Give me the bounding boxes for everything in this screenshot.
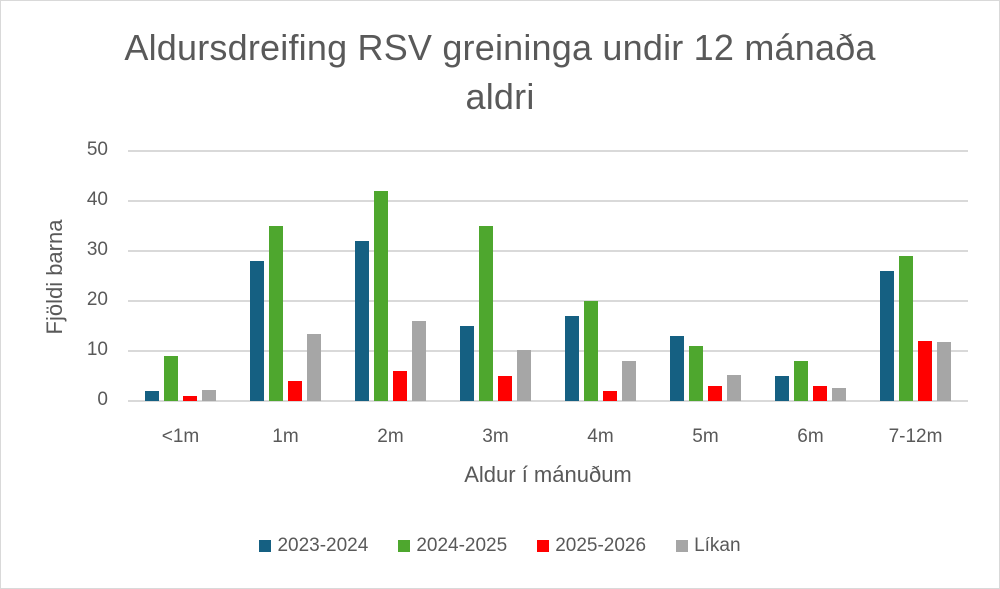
gridline — [128, 250, 968, 252]
gridline — [128, 300, 968, 302]
bar-2023-2024-6m — [775, 376, 789, 401]
gridline — [128, 350, 968, 352]
y-tick-label: 50 — [86, 139, 108, 160]
bar-2025-2026-2m — [393, 371, 407, 401]
bar-2023-2024-4m — [565, 316, 579, 401]
bar-l-kan-1m — [307, 334, 321, 401]
bar-2024-2025-1m — [164, 356, 178, 401]
x-tick-label: 2m — [377, 426, 404, 447]
chart-title-line-2: aldri — [465, 76, 535, 117]
x-tick-label: 7-12m — [888, 426, 943, 447]
legend-item: 2024-2025 — [398, 535, 507, 557]
bar-2024-2025-1m — [269, 226, 283, 401]
bar-l-kan-4m — [622, 361, 636, 401]
x-tick-label: 1m — [272, 426, 299, 447]
gridline — [128, 150, 968, 152]
x-tick-label: 5m — [692, 426, 719, 447]
legend-label: Líkan — [694, 535, 741, 556]
bar-2023-2024-2m — [355, 241, 369, 401]
bar-2023-2024-712m — [880, 271, 894, 401]
x-tick-label: 3m — [482, 426, 509, 447]
y-axis-label: Fjöldi barna — [42, 219, 67, 335]
bar-2025-2026-1m — [288, 381, 302, 401]
bar-l-kan-6m — [832, 388, 846, 401]
y-tick-label: 10 — [86, 339, 108, 360]
bar-l-kan-3m — [517, 350, 531, 401]
bar-l-kan-1m — [202, 390, 216, 401]
bar-2024-2025-5m — [689, 346, 703, 401]
bar-2024-2025-3m — [479, 226, 493, 401]
bar-2024-2025-4m — [584, 301, 598, 401]
x-tick-label: 6m — [797, 426, 824, 447]
legend-label: 2025-2026 — [555, 535, 647, 556]
bar-2023-2024-5m — [670, 336, 684, 401]
bar-2025-2026-3m — [498, 376, 512, 401]
legend-swatch-icon — [676, 540, 689, 552]
y-tick-label: 40 — [86, 189, 108, 210]
bar-2024-2025-712m — [899, 256, 913, 401]
bar-2023-2024-1m — [250, 261, 264, 401]
bar-2025-2026-6m — [813, 386, 827, 401]
bar-l-kan-2m — [412, 321, 426, 401]
y-tick-label: 20 — [86, 289, 108, 310]
legend: 2023-2024 2024-2025 2025-2026 Líkan — [0, 535, 1000, 557]
legend-swatch-icon — [398, 540, 411, 552]
bar-2023-2024-1m — [145, 391, 159, 401]
y-tick-label: 30 — [86, 239, 108, 260]
bar-l-kan-712m — [937, 341, 951, 401]
legend-swatch-icon — [537, 540, 550, 552]
bar-2024-2025-6m — [794, 361, 808, 401]
bar-l-kan-5m — [727, 374, 741, 401]
gridline — [128, 200, 968, 202]
legend-label: 2024-2025 — [416, 535, 508, 556]
x-tick-label: <1m — [161, 426, 200, 447]
chart-title-line-1: Aldursdreifing RSV greininga undir 12 má… — [124, 27, 876, 68]
bar-2023-2024-3m — [460, 326, 474, 401]
legend-label: 2023-2024 — [277, 535, 369, 556]
legend-swatch-icon — [259, 540, 272, 552]
y-tick-label: 0 — [97, 389, 108, 410]
bar-2025-2026-5m — [708, 386, 722, 401]
legend-item: Líkan — [676, 535, 741, 557]
legend-item: 2023-2024 — [259, 535, 368, 557]
x-axis-line — [128, 400, 968, 402]
x-axis-label: Aldur í mánuðum — [464, 462, 632, 487]
bar-2025-2026-4m — [603, 391, 617, 401]
legend-item: 2025-2026 — [537, 535, 646, 557]
bar-2025-2026-1m — [183, 396, 197, 401]
x-tick-label: 4m — [587, 426, 614, 447]
bar-2025-2026-712m — [918, 341, 932, 401]
bar-2024-2025-2m — [374, 191, 388, 401]
